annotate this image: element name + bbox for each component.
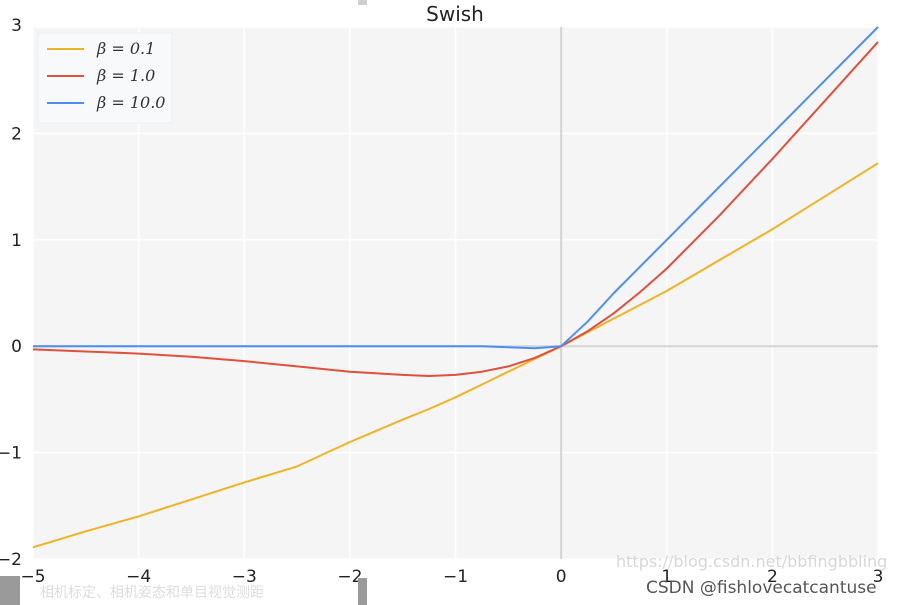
chart-title: Swish [426,2,484,26]
image-artifact-mid [358,578,367,605]
x-tick-label: 0 [556,567,567,587]
y-tick-label: 1 [11,231,22,251]
x-tick-label: −2 [337,567,362,587]
x-tick-label: −1 [443,567,468,587]
grid-lines [32,26,879,560]
caption-watermark: 相机标定、相机姿态和单目视觉测距 [40,585,264,601]
y-tick-label: 2 [11,124,22,144]
legend-label-0: β = 0.1 [96,39,155,58]
image-artifact-top [358,0,367,5]
series-line-0 [32,162,879,549]
x-tick-label: 2 [767,567,778,587]
y-tick-label: −1 [0,444,22,464]
legend-label-2: β = 10.0 [96,93,165,112]
image-artifact-left [0,576,20,605]
x-tick-label: 1 [661,567,672,587]
x-tick-label: −3 [232,567,257,587]
x-tick-label: −4 [126,567,151,587]
blog-url-watermark: https://blog.csdn.net/bbfingbbling [616,552,888,571]
y-tick-label: 0 [11,337,22,357]
author-watermark: CSDN @fishlovecatcantuse [646,578,877,598]
legend: β = 0.1 β = 1.0 β = 10.0 [37,32,173,124]
x-tick-label: −5 [20,567,45,587]
series-line-1 [32,41,879,377]
x-tick-label: 3 [873,567,884,587]
x-tick-labels: −5 −4 −3 −2 −1 0 1 2 3 [20,567,883,587]
y-tick-label: 3 [11,16,22,36]
legend-label-1: β = 1.0 [96,66,155,85]
series-group [32,26,879,549]
y-tick-labels: −2 −1 0 1 2 3 [0,16,22,570]
y-tick-label: −2 [0,550,22,570]
series-line-2 [33,26,879,350]
